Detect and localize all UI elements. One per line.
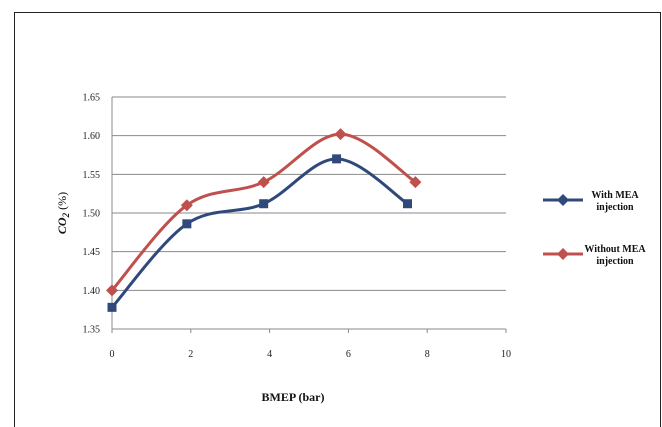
y-tick-label: 1.35 — [83, 325, 101, 336]
x-tick-label: 0 — [110, 349, 115, 360]
legend-swatch-marker — [557, 248, 569, 260]
y-axis-title: CO2 (%) — [55, 192, 71, 234]
x-tick-label: 10 — [501, 349, 511, 360]
legend-label: With MEA — [591, 190, 639, 201]
data-point-marker — [332, 154, 342, 164]
data-point-marker — [409, 176, 422, 189]
data-point-marker — [403, 199, 412, 209]
legend-label: injection — [596, 256, 634, 267]
data-point-marker — [180, 199, 193, 212]
y-tick-label: 1.55 — [83, 170, 101, 181]
y-tick-label: 1.45 — [83, 247, 101, 258]
legend-label: injection — [596, 202, 634, 213]
y-tick-label: 1.40 — [83, 286, 101, 297]
x-tick-label: 8 — [425, 349, 430, 360]
x-tick-label: 4 — [267, 349, 272, 360]
data-point-marker — [182, 219, 192, 229]
y-tick-label: 1.60 — [83, 131, 101, 142]
x-tick-label: 6 — [346, 349, 351, 360]
data-point-marker — [259, 199, 269, 209]
y-axis-title-main: CO — [55, 217, 69, 234]
y-tick-label: 1.50 — [83, 209, 101, 220]
x-axis-title: BMEP (bar) — [262, 390, 325, 404]
data-point-marker — [334, 128, 347, 141]
x-tick-label: 2 — [188, 349, 193, 360]
data-point-marker — [106, 284, 118, 297]
y-axis-title-unit: (%) — [55, 192, 69, 213]
data-point-marker — [257, 176, 270, 189]
chart-frame — [14, 12, 661, 427]
data-point-marker — [107, 302, 117, 312]
legend-label: Without MEA — [584, 244, 646, 255]
y-tick-label: 1.65 — [83, 93, 101, 104]
legend-swatch-marker — [557, 194, 569, 206]
y-axis-title-subscript: 2 — [61, 212, 71, 218]
series-line — [110, 132, 417, 292]
